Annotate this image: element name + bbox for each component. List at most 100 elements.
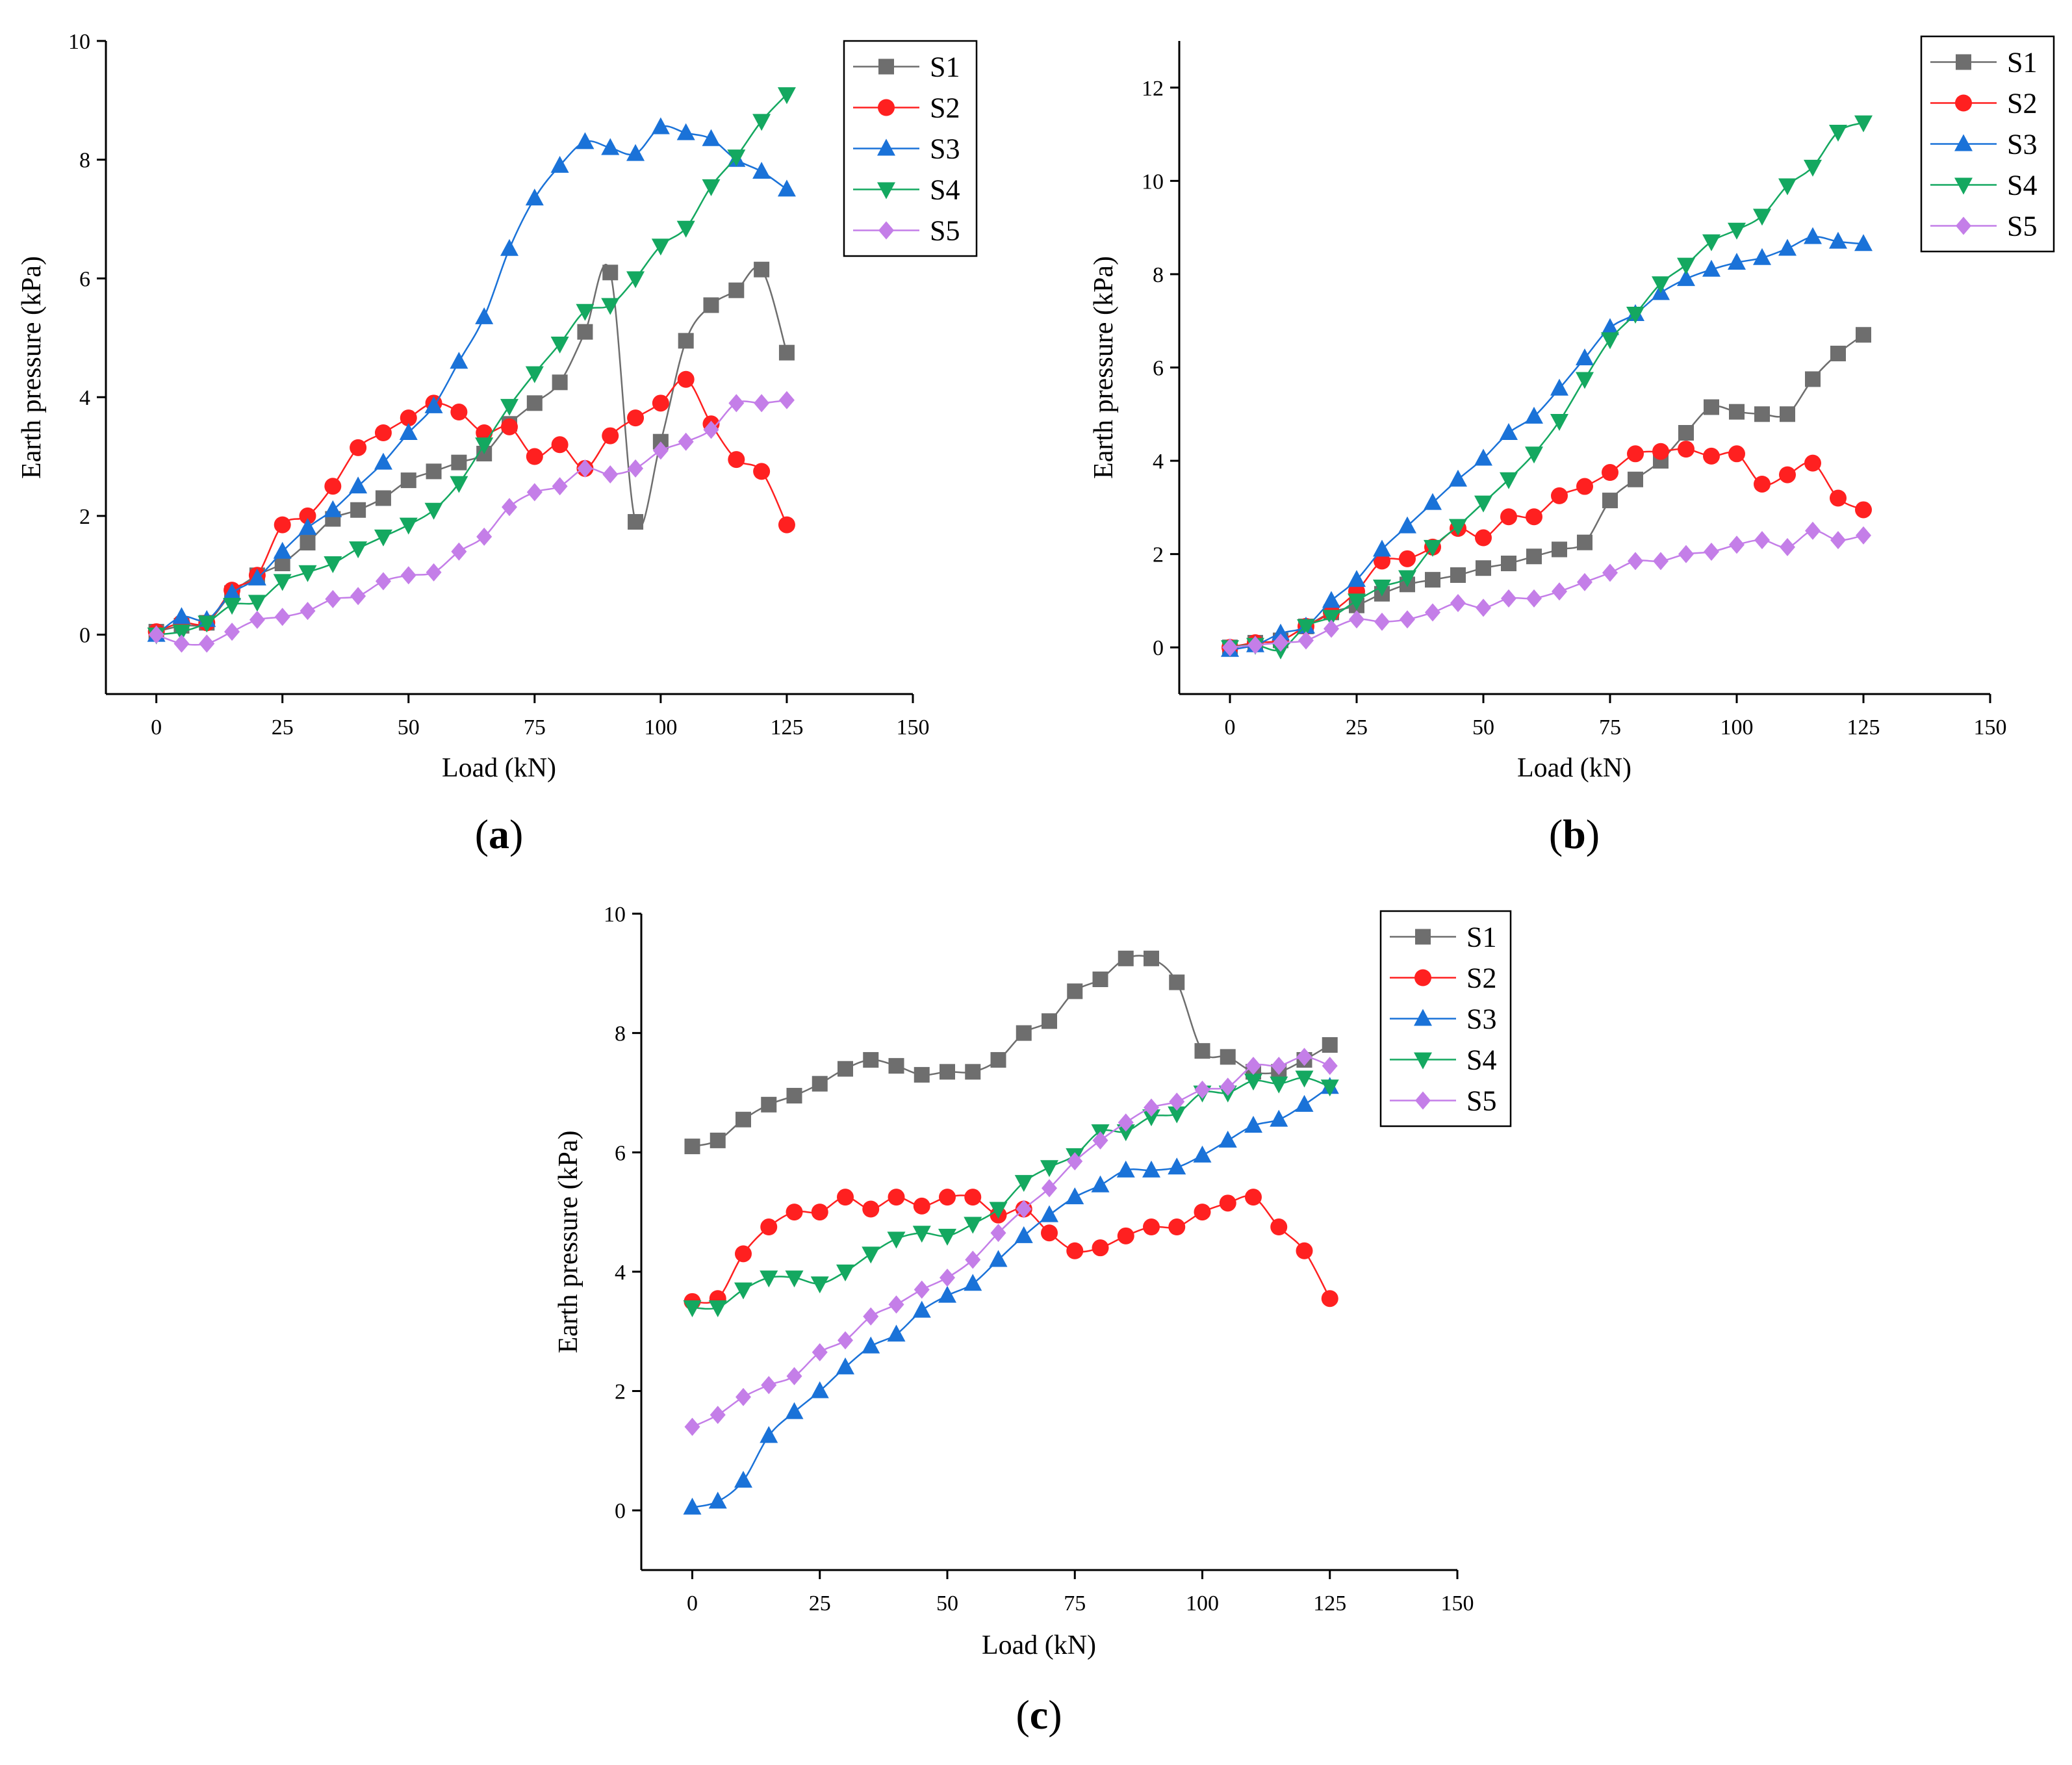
data-point [1270,1218,1288,1236]
legend-label: S3 [930,133,960,165]
data-point [1678,441,1695,458]
data-point [862,1246,880,1264]
data-point [1702,234,1720,251]
data-point [1091,1175,1110,1192]
data-point [888,1295,904,1314]
data-point [552,374,568,391]
data-point [374,424,392,441]
data-point [1501,589,1516,608]
legend-label: S3 [2007,129,2037,161]
data-point [838,1061,853,1077]
y-tick-label: 4 [79,386,90,410]
x-tick-label: 75 [1599,715,1621,740]
data-point [628,459,644,478]
data-point [887,1231,906,1249]
data-point [1576,478,1593,495]
series-line [156,94,787,636]
data-point [324,500,342,517]
data-point [888,1189,905,1206]
data-point [1856,327,1871,343]
x-axis-label: Load (kN) [1517,753,1631,783]
data-point [173,634,190,653]
legend-label: S4 [930,174,960,206]
data-point [785,1402,804,1419]
legend-marker [877,182,895,200]
x-axis-label: Load (kN) [982,1630,1096,1660]
data-point [1118,950,1134,966]
data-point [1577,573,1592,591]
data-point [1552,582,1567,601]
data-point [550,155,569,173]
legend-marker [878,99,895,116]
data-point [1728,252,1746,270]
data-point [602,264,619,281]
data-point [1322,1037,1338,1053]
data-point [786,1204,803,1221]
data-point [1829,231,1847,249]
data-point [703,297,719,313]
data-point [752,114,771,131]
data-point [324,556,342,573]
data-point [349,476,368,494]
data-point [863,1307,879,1326]
data-point [374,529,392,547]
data-point [500,238,518,256]
data-point [761,1096,777,1113]
data-point [1142,1109,1160,1127]
data-point [626,271,645,289]
data-point [1194,1043,1210,1059]
data-point [990,1224,1006,1243]
data-point [601,298,620,315]
series-s3 [683,1077,1339,1515]
data-point [451,454,467,470]
legend-marker [878,221,894,240]
legend-marker [1414,1009,1432,1026]
data-point [450,404,468,421]
data-point [752,162,771,179]
data-point [1270,1109,1288,1127]
data-point [836,1357,854,1374]
data-point [837,1189,854,1206]
y-tick-label: 6 [615,1141,626,1165]
series-s5 [684,1048,1338,1436]
data-point [1601,318,1619,335]
series-s1 [684,950,1338,1155]
data-point [274,516,291,534]
data-point [836,1264,854,1282]
data-point [1804,159,1822,177]
data-point [1222,638,1238,657]
data-point [399,517,418,535]
y-tick-label: 4 [1153,450,1164,474]
series-line [692,1086,1331,1508]
data-point [1424,493,1442,510]
data-point [248,568,266,586]
data-point [1092,972,1108,987]
data-point [1040,1160,1058,1178]
data-point [602,465,619,483]
data-point [172,607,191,625]
x-tick-label: 150 [1441,1591,1474,1616]
data-point [710,1406,726,1424]
legend-marker [1954,134,1973,151]
data-point [577,459,593,478]
data-point [526,448,543,465]
x-tick-label: 125 [1847,715,1880,740]
x-axis-label: Load (kN) [442,753,556,783]
data-point [1704,399,1719,415]
chart-panel-a: 0 25 50 75 100 125 150 0 2 4 6 8 10 Load (kN) Earth pr… [17,30,978,857]
data-point [703,420,719,439]
legend-label: S4 [1466,1044,1496,1076]
data-point [1449,469,1467,487]
data-point [1474,495,1492,513]
data-point [1474,448,1492,466]
data-point [1348,570,1366,587]
x-tick-label: 50 [936,1591,958,1616]
data-point [450,476,468,493]
series-s2 [147,370,795,641]
data-point [678,432,694,451]
data-point [1450,594,1466,613]
data-point [863,1051,879,1068]
x-tick-label: 75 [1064,1591,1086,1616]
y-tick-label: 6 [79,267,90,291]
